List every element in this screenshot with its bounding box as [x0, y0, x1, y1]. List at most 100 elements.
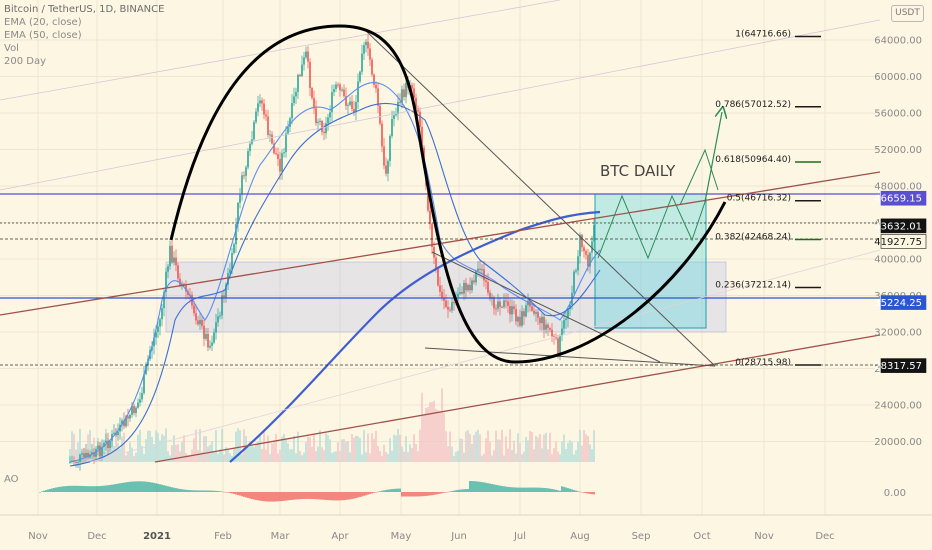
candle-body: [105, 440, 107, 443]
candle-body: [427, 185, 429, 211]
ao-bar: [171, 487, 173, 492]
volume-bar: [493, 450, 495, 462]
ao-bar: [183, 489, 185, 492]
volume-bar: [509, 429, 511, 462]
ao-bar: [93, 486, 95, 492]
volume-bar: [525, 436, 527, 462]
candle-body: [297, 74, 299, 92]
volume-bar: [279, 449, 281, 462]
volume-bar: [401, 446, 403, 462]
ao-bar: [483, 482, 485, 492]
ao-bar: [135, 481, 137, 492]
ao-bar: [85, 486, 87, 492]
ao-bar: [231, 492, 233, 494]
volume-bar: [323, 450, 325, 462]
candle-body: [355, 102, 357, 112]
ao-bar: [41, 491, 43, 492]
legend-ema20[interactable]: EMA (20, close): [4, 17, 82, 28]
candle-body: [593, 225, 595, 242]
ao-bar: [463, 489, 465, 492]
volume-bar: [295, 453, 297, 462]
candle-body: [527, 300, 529, 306]
channel-faint-line-2: [0, 0, 561, 101]
ao-bar: [81, 485, 83, 492]
candle-body: [479, 268, 481, 270]
currency-badge[interactable]: USDT: [891, 5, 924, 22]
volume-bar: [69, 449, 71, 462]
candle-body: [225, 284, 227, 298]
ao-bar: [315, 492, 317, 500]
candle-body: [373, 74, 375, 85]
ao-bar: [497, 485, 499, 492]
legend-vol[interactable]: Vol: [4, 43, 19, 54]
ao-bar: [245, 492, 247, 498]
candle-body: [359, 71, 361, 82]
ao-bar: [371, 492, 373, 494]
volume-bar: [533, 449, 535, 462]
volume-bar: [87, 434, 89, 462]
volume-bar: [175, 444, 177, 462]
ao-bar: [107, 485, 109, 492]
volume-bar: [241, 454, 243, 462]
volume-bar: [357, 436, 359, 462]
ao-bar: [163, 485, 165, 492]
volume-bar: [457, 450, 459, 462]
candle-body: [393, 115, 395, 120]
candle-body: [269, 134, 271, 136]
volume-bar: [319, 430, 321, 462]
candle-body: [221, 295, 223, 316]
candle-body: [459, 292, 461, 294]
volume-bar: [135, 452, 137, 462]
candle-body: [335, 84, 337, 90]
candle-body: [543, 316, 545, 330]
ao-bar: [439, 492, 441, 494]
candle-body: [473, 280, 475, 283]
candle-body: [419, 111, 421, 127]
ao-bar: [347, 492, 349, 500]
ao-bar: [343, 492, 345, 501]
chart-title: Bitcoin / TetherUS, 1D, BINANCE: [4, 4, 165, 15]
candle-body: [471, 280, 473, 291]
candle-body: [193, 305, 195, 314]
volume-bar: [151, 437, 153, 462]
ao-bar: [571, 489, 573, 492]
ao-bar: [71, 485, 73, 492]
volume-bar: [253, 446, 255, 462]
candle-body: [337, 84, 339, 86]
ao-bar: [45, 490, 47, 492]
ao-bar: [241, 492, 243, 497]
ao-bar: [159, 484, 161, 492]
legend-ema50[interactable]: EMA (50, close): [4, 30, 82, 41]
candle-body: [163, 292, 165, 309]
candle-body: [75, 462, 77, 464]
ao-bar: [431, 492, 433, 496]
candle-body: [367, 41, 369, 49]
ao-bar: [91, 486, 93, 492]
candle-body: [503, 300, 505, 307]
moving-averages: [69, 82, 601, 467]
candle-body: [257, 103, 259, 112]
chart-legend: Bitcoin / TetherUS, 1D, BINANCE EMA (20,…: [4, 3, 164, 68]
ao-indicator-label[interactable]: AO: [4, 474, 19, 485]
ao-bar: [129, 481, 131, 492]
ao-bar: [545, 488, 547, 492]
ao-bar: [379, 491, 381, 492]
ao-bar: [369, 492, 371, 495]
ao-bar: [319, 492, 321, 500]
x-tick-label: Jul: [513, 531, 526, 542]
wedge-bottom-line: [424, 347, 716, 367]
x-tick-label: Jun: [450, 531, 467, 542]
candle-body: [79, 454, 81, 463]
ao-bar: [457, 489, 459, 492]
candle-body: [153, 337, 155, 347]
legend-200day[interactable]: 200 Day: [4, 56, 47, 67]
volume-bar: [351, 433, 353, 462]
candle-body: [447, 306, 449, 310]
ao-bar: [187, 489, 189, 492]
ao-bar: [89, 486, 91, 492]
ao-bar: [279, 492, 281, 502]
volume-bar: [263, 431, 265, 462]
ao-bar: [105, 485, 107, 492]
candle-body: [311, 87, 313, 98]
